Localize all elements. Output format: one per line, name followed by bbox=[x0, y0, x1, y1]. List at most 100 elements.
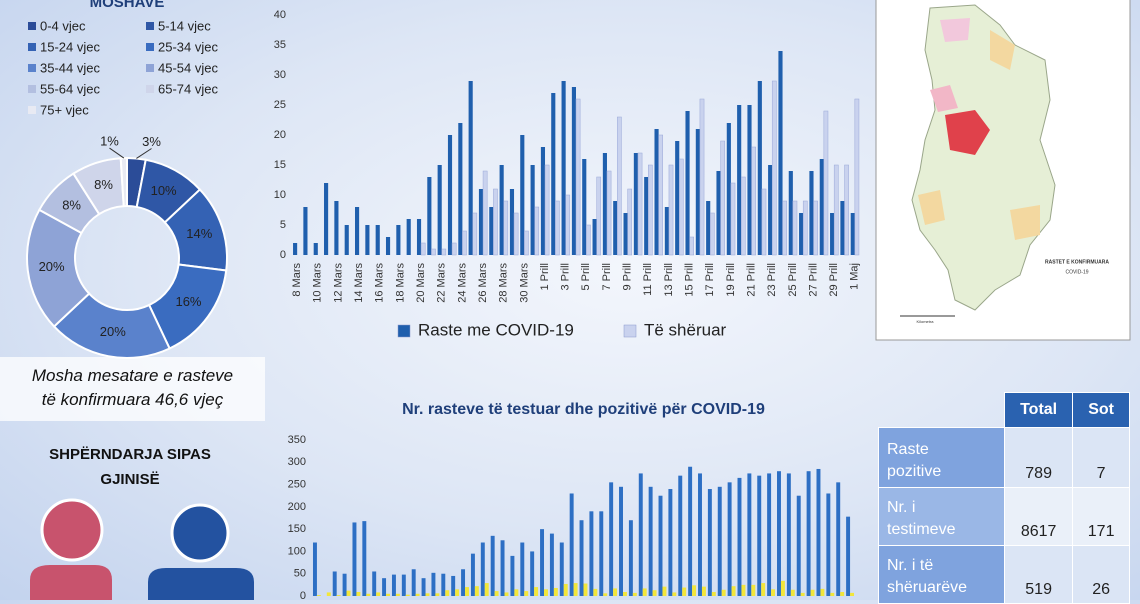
bar bbox=[751, 584, 756, 596]
male-icon bbox=[148, 568, 254, 600]
bar bbox=[451, 575, 456, 596]
male-icon bbox=[170, 503, 230, 563]
bar bbox=[395, 593, 400, 596]
bar bbox=[582, 159, 587, 255]
x-tick-label: 5 Prill bbox=[580, 263, 592, 291]
bar bbox=[520, 135, 525, 255]
bar bbox=[840, 201, 845, 255]
bar bbox=[540, 529, 545, 596]
x-tick-label: 28 Mars bbox=[498, 263, 510, 303]
y-tick-label: 40 bbox=[274, 9, 286, 21]
bar bbox=[420, 242, 426, 256]
bar bbox=[356, 591, 361, 596]
bar bbox=[685, 111, 690, 255]
leader-line bbox=[136, 148, 152, 159]
donut-slice bbox=[119, 156, 128, 208]
x-tick-label: 1 Maj bbox=[849, 263, 861, 290]
legend-swatch bbox=[28, 85, 36, 93]
bar bbox=[303, 207, 308, 255]
bar bbox=[470, 553, 475, 596]
bar bbox=[316, 595, 321, 596]
legend-label: 0-4 vjec bbox=[40, 18, 86, 33]
y-tick-label: 25 bbox=[274, 99, 286, 111]
bar bbox=[472, 212, 478, 256]
y-tick-label: 200 bbox=[288, 501, 306, 513]
row-label-line: testimeve bbox=[887, 521, 956, 538]
bar bbox=[586, 224, 591, 256]
bar bbox=[583, 583, 588, 596]
age-note: Mosha mesatare e rasteve të konfirmuara … bbox=[0, 357, 265, 421]
bar bbox=[489, 207, 494, 255]
x-tick-label: 11 Prill bbox=[642, 263, 654, 296]
bar bbox=[800, 592, 805, 596]
legend-label: 45-54 vjec bbox=[158, 60, 218, 75]
bar bbox=[509, 189, 515, 255]
table-cell: 519 bbox=[1003, 545, 1074, 604]
bar bbox=[664, 207, 669, 255]
bar bbox=[747, 105, 752, 255]
map-title: RASTET E KONFIRMUARA bbox=[1045, 259, 1109, 265]
bar bbox=[478, 189, 484, 255]
bar bbox=[710, 212, 715, 256]
bar bbox=[603, 593, 608, 596]
bar bbox=[326, 592, 331, 596]
bar bbox=[786, 473, 791, 596]
bar bbox=[494, 591, 499, 596]
bar bbox=[701, 586, 706, 596]
bar bbox=[401, 574, 406, 596]
slice-label: 14% bbox=[186, 226, 212, 241]
bar bbox=[648, 164, 653, 256]
bar bbox=[510, 555, 515, 596]
bar bbox=[796, 495, 801, 596]
map-region bbox=[918, 190, 945, 225]
slice-label: 8% bbox=[62, 197, 81, 212]
slice-label: 1% bbox=[100, 133, 119, 148]
map-region bbox=[1010, 205, 1040, 240]
bar bbox=[840, 591, 845, 596]
bar bbox=[474, 586, 479, 596]
age-note-line: të konfirmuara 46,6 vjeç bbox=[41, 390, 224, 409]
bar bbox=[312, 542, 317, 596]
bar bbox=[431, 248, 436, 256]
bar bbox=[737, 105, 742, 255]
header-cell: Total bbox=[1003, 392, 1074, 428]
y-tick-label: 35 bbox=[274, 39, 286, 51]
row-label: Nr. i të shëruarëve bbox=[878, 545, 1005, 604]
bar bbox=[654, 129, 659, 255]
y-tick-label: 150 bbox=[288, 523, 306, 535]
table-header: Total Sot bbox=[879, 392, 1130, 428]
donut-title: MOSHAVE bbox=[90, 0, 165, 11]
bar bbox=[675, 141, 680, 255]
bar bbox=[447, 135, 453, 255]
bar bbox=[617, 116, 622, 256]
table-cell: 7 bbox=[1072, 427, 1130, 488]
bar bbox=[589, 511, 594, 596]
bar bbox=[809, 171, 814, 255]
bar bbox=[468, 81, 473, 255]
bar bbox=[662, 586, 667, 596]
bar bbox=[530, 165, 535, 255]
bar bbox=[819, 159, 824, 255]
bar bbox=[372, 571, 377, 596]
bar bbox=[658, 495, 663, 596]
bar bbox=[778, 51, 783, 255]
bar bbox=[421, 578, 426, 596]
bar bbox=[411, 569, 416, 596]
bar bbox=[695, 129, 700, 255]
bar bbox=[726, 123, 731, 255]
bar bbox=[503, 200, 509, 256]
x-tick-label: 24 Mars bbox=[456, 263, 468, 303]
bar bbox=[559, 542, 564, 596]
y-tick-label: 0 bbox=[280, 249, 286, 261]
bar bbox=[336, 595, 341, 596]
table-cell: 789 bbox=[1003, 427, 1074, 488]
bar bbox=[637, 152, 643, 256]
bar bbox=[780, 580, 785, 596]
bar bbox=[658, 134, 663, 256]
x-tick-label: 9 Prill bbox=[622, 263, 634, 291]
slice-label: 20% bbox=[39, 259, 65, 274]
bar bbox=[716, 171, 721, 255]
slice-label: 20% bbox=[100, 324, 126, 339]
bar bbox=[850, 213, 855, 255]
bar bbox=[386, 593, 390, 596]
